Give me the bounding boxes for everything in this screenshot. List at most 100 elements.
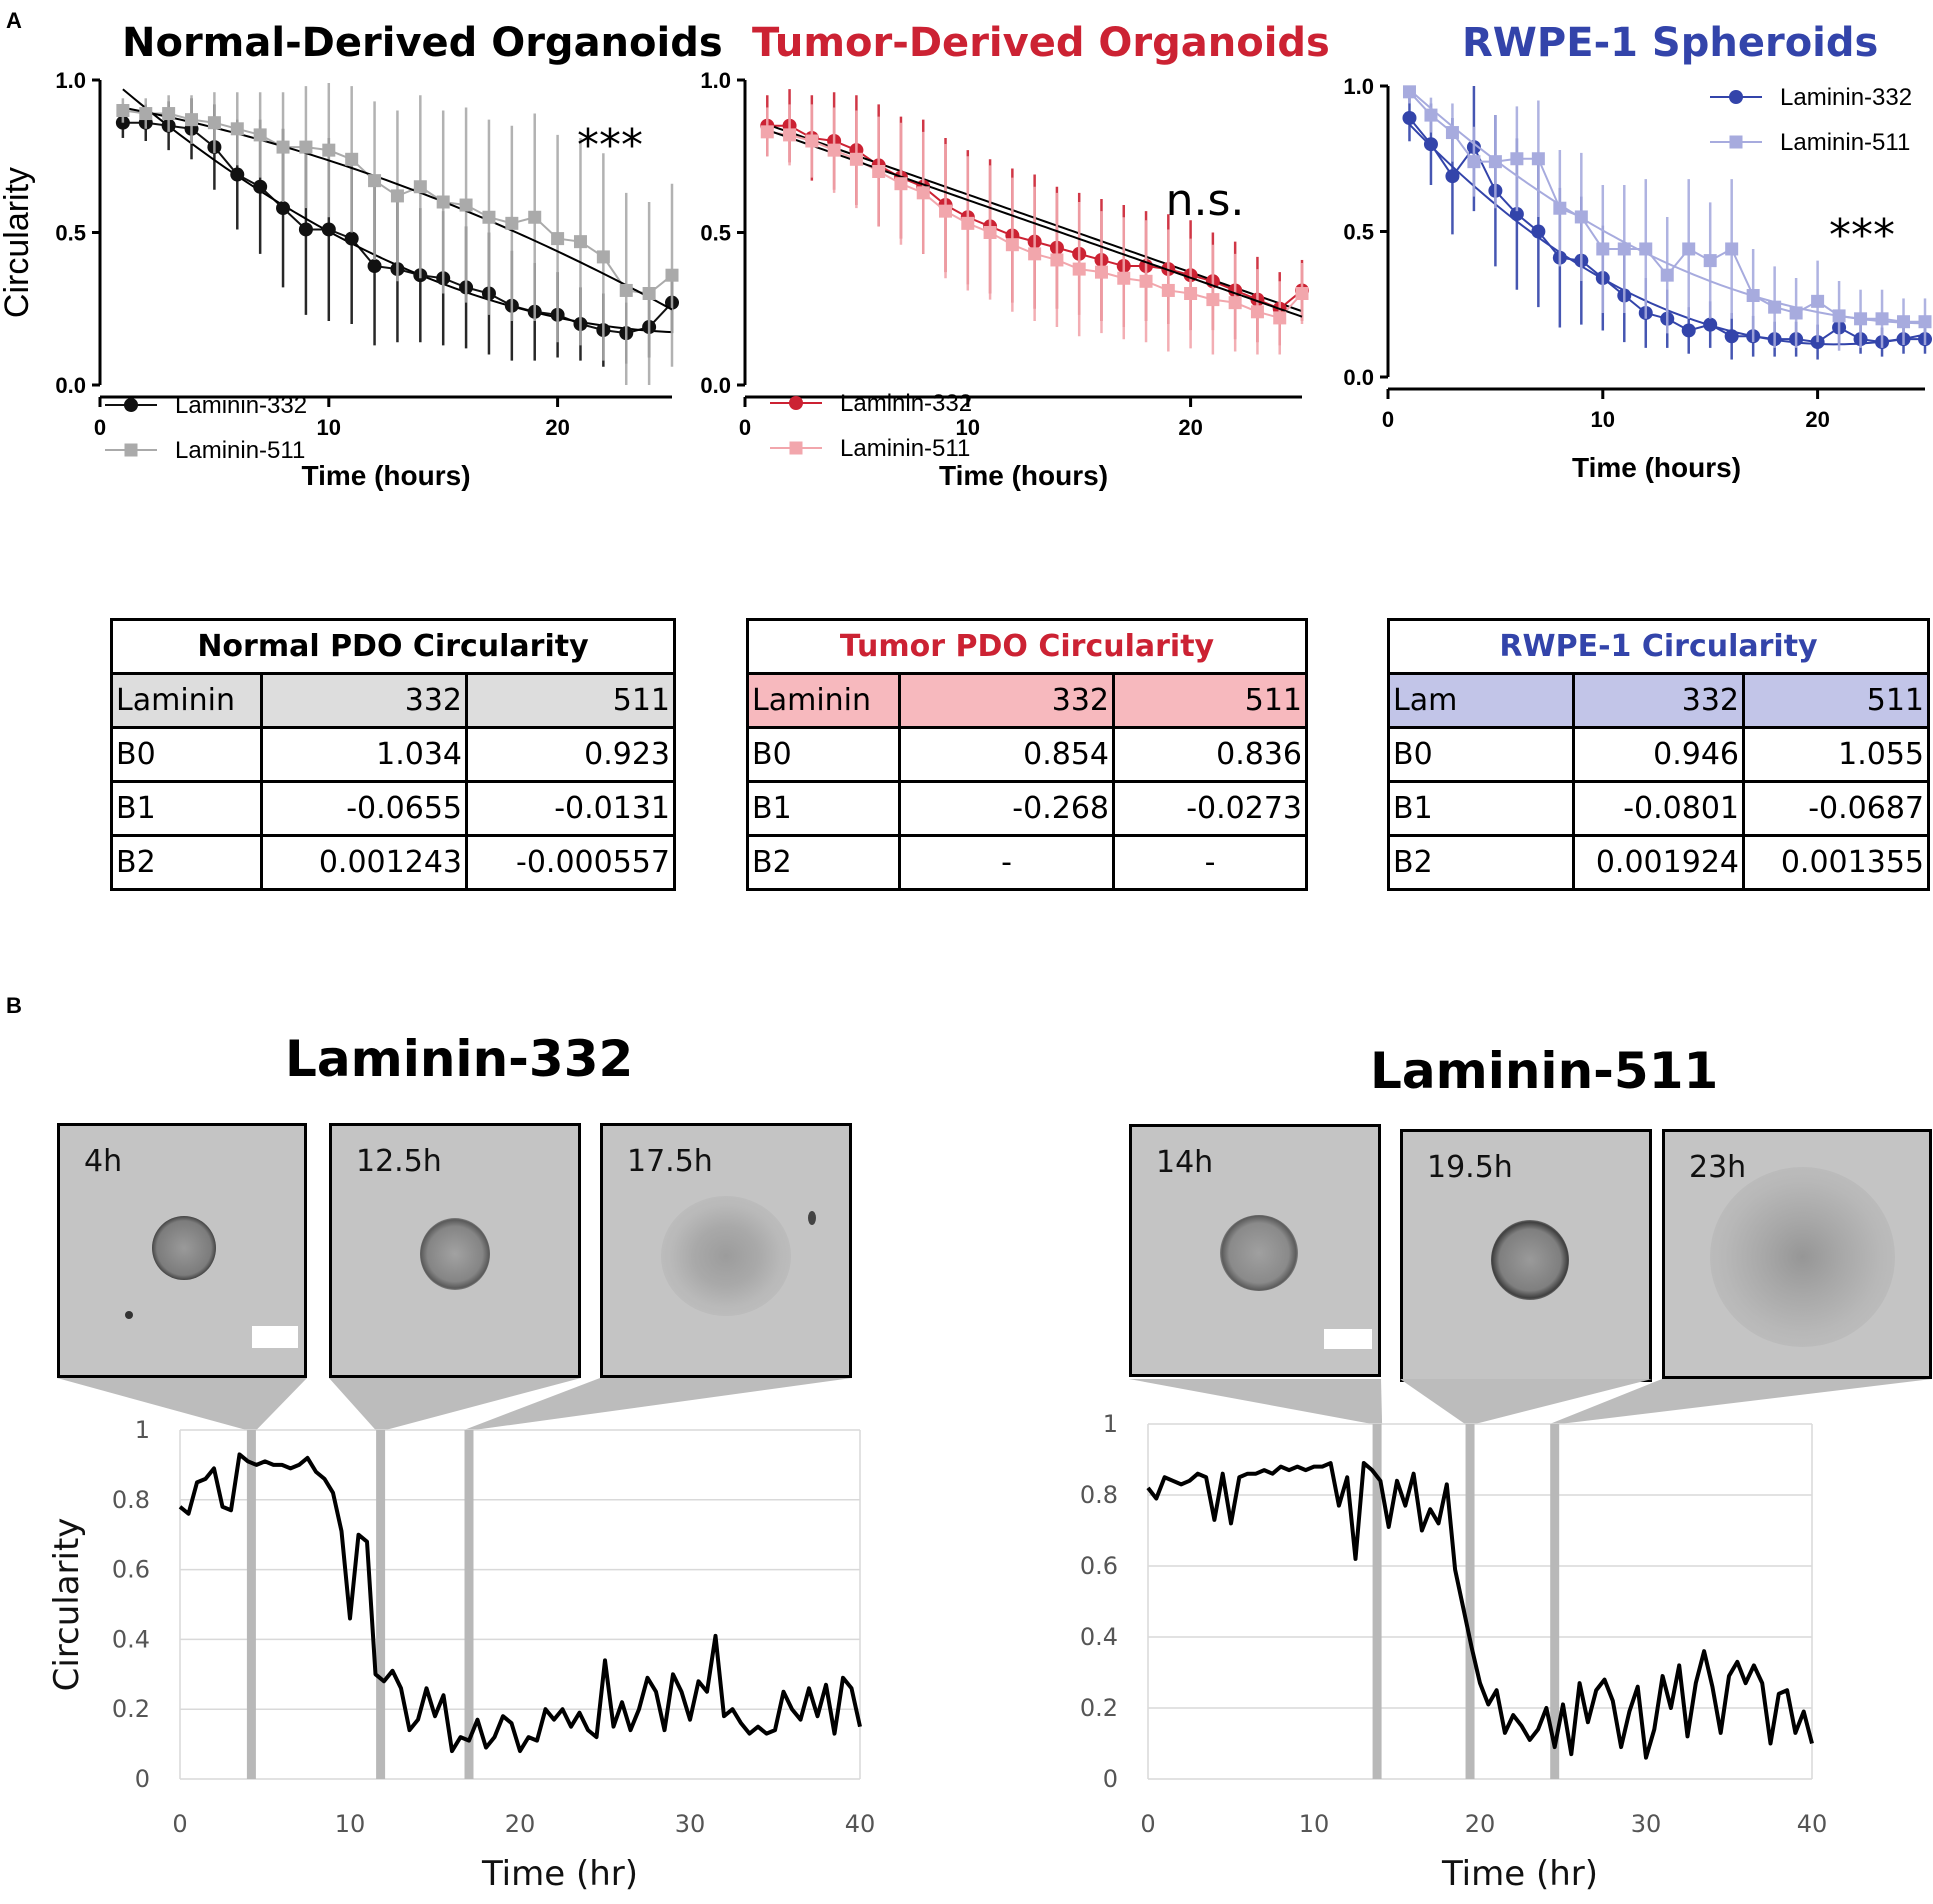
- data-point: [162, 107, 176, 121]
- data-point: [1897, 315, 1911, 329]
- x-tick-label: 40: [1797, 1810, 1828, 1838]
- table-cell: B1: [746, 780, 901, 837]
- data-point: [1725, 242, 1739, 256]
- micrograph-14h: 14h: [1129, 1124, 1381, 1377]
- table-row: B1 -0.268 -0.0273: [746, 780, 1308, 837]
- data-point: [1660, 268, 1674, 282]
- data-point: [253, 128, 267, 142]
- data-point: [1768, 300, 1782, 314]
- table-cell: -0.000557: [465, 834, 676, 891]
- table-cell: -0.0801: [1572, 780, 1745, 837]
- circularity-series-line: [1146, 1461, 1814, 1760]
- table-cell: B0: [1387, 726, 1575, 783]
- data-point: [1402, 111, 1417, 126]
- x-tick-label: 40: [845, 1810, 876, 1838]
- data-point: [276, 201, 291, 216]
- x-tick-label: 10: [317, 415, 341, 440]
- table-cell: 0.946: [1572, 726, 1745, 783]
- data-point: [1746, 289, 1760, 303]
- data-point: [459, 198, 473, 212]
- legend-marker: [1729, 135, 1743, 149]
- data-point: [1811, 294, 1825, 308]
- data-point: [1445, 126, 1459, 140]
- micrograph-time-label: 4h: [84, 1144, 123, 1179]
- data-point: [1295, 287, 1309, 300]
- x-axis-title: Time (hours): [301, 460, 470, 491]
- legend-marker: [1729, 90, 1743, 104]
- normal-organoids-chart: 0.0 0.5 1.0 0 10 20 Time (hours) Circularity Lam…: [0, 68, 679, 491]
- y-tick-label: 0.2: [1080, 1694, 1118, 1722]
- legend-label: Laminin-511: [175, 437, 305, 464]
- data-point: [1617, 242, 1631, 256]
- data-point: [1094, 265, 1108, 279]
- data-point: [1531, 224, 1546, 239]
- normal-coefficient-table: Normal PDO Circularity Laminin 332 511 B…: [110, 618, 676, 891]
- significance-label: ***: [577, 120, 643, 171]
- legend-label: Laminin-332: [1780, 84, 1912, 111]
- data-point: [619, 283, 633, 297]
- scale-bar: [1324, 1329, 1372, 1349]
- y-tick-label: 1.0: [55, 68, 86, 93]
- panel-label-a: A: [6, 8, 22, 33]
- tumor-chart-title: Tumor-Derived Organoids: [752, 20, 1330, 66]
- table-cell: 0.001924: [1572, 834, 1745, 891]
- table-header-cell: Laminin: [110, 672, 263, 729]
- table-header-cell: Laminin: [746, 672, 901, 729]
- data-point: [1703, 317, 1718, 332]
- micrograph-19-5h: 19.5h: [1400, 1129, 1652, 1382]
- data-point: [1139, 274, 1153, 288]
- data-point: [1028, 247, 1042, 261]
- data-point: [849, 152, 863, 166]
- data-point: [298, 222, 313, 237]
- legend-label: Laminin-511: [840, 435, 970, 462]
- legend-label: Laminin-511: [1780, 129, 1910, 156]
- y-tick-label: 0: [1103, 1765, 1118, 1793]
- data-point: [116, 104, 130, 117]
- data-point: [1250, 305, 1264, 319]
- tumor-organoids-chart: 0.0 0.5 1.0 0 10 20 Time (hours) Laminin-332 Lam…: [700, 68, 1309, 491]
- data-point: [345, 152, 359, 166]
- data-point: [276, 140, 290, 154]
- y-tick-label: 0.8: [1080, 1481, 1118, 1509]
- table-cell: B2: [110, 834, 263, 891]
- x-axis-title: Time (hours): [1572, 452, 1741, 483]
- organoid-image: [152, 1216, 216, 1280]
- data-point: [482, 210, 496, 224]
- data-point: [872, 165, 886, 178]
- x-tick-label: 30: [675, 1810, 706, 1838]
- x-tick-label: 20: [505, 1810, 536, 1838]
- organoid-image: [1220, 1215, 1298, 1291]
- legend-label: Laminin-332: [840, 390, 972, 417]
- y-axis-title: Circularity: [0, 167, 36, 318]
- y-tick-label: 0.6: [112, 1556, 150, 1584]
- x-tick-label: 10: [335, 1810, 366, 1838]
- table-cell: -0.0273: [1112, 780, 1308, 837]
- table-header-cell: 332: [260, 672, 468, 729]
- tumor-coefficient-table: Tumor PDO Circularity Laminin 332 511 B0…: [746, 618, 1308, 891]
- x-tick-label: 0: [1382, 407, 1394, 432]
- data-point: [253, 179, 268, 194]
- data-point: [1050, 253, 1064, 267]
- micrograph-time-label: 23h: [1689, 1150, 1747, 1185]
- x-tick-label: 20: [1178, 415, 1202, 440]
- table-row: B0 0.946 1.055: [1387, 726, 1930, 783]
- table-cell: 0.854: [898, 726, 1115, 783]
- data-point: [939, 204, 953, 218]
- table-row: B2- -: [746, 834, 1308, 891]
- table-cell: 0.001355: [1742, 834, 1930, 891]
- table-header-row: Laminin 332 511: [746, 672, 1308, 729]
- data-point: [1639, 242, 1653, 256]
- data-point: [1424, 108, 1438, 122]
- y-tick-label: 1.0: [1343, 74, 1374, 99]
- table-cell: 1.034: [260, 726, 468, 783]
- micrograph-time-label: 14h: [1156, 1145, 1214, 1180]
- y-tick-label: 1.0: [700, 68, 731, 93]
- table-row: B1 -0.0801 -0.0687: [1387, 780, 1930, 837]
- data-point: [1509, 207, 1524, 222]
- data-point: [1596, 242, 1610, 256]
- organoid-image: [1491, 1220, 1569, 1300]
- y-tick-label: 0.5: [700, 221, 731, 246]
- data-point: [1510, 152, 1524, 166]
- callout-wedge: [1129, 1379, 1383, 1424]
- data-point: [1005, 238, 1019, 252]
